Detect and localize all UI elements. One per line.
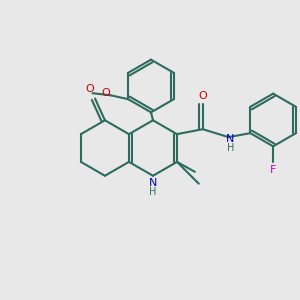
- Text: H: H: [149, 187, 157, 196]
- Text: N: N: [149, 178, 157, 188]
- Text: N: N: [226, 134, 235, 144]
- Text: H: H: [227, 143, 234, 153]
- Text: O: O: [86, 84, 94, 94]
- Text: O: O: [198, 91, 207, 100]
- Text: F: F: [270, 165, 276, 175]
- Text: O: O: [101, 88, 110, 98]
